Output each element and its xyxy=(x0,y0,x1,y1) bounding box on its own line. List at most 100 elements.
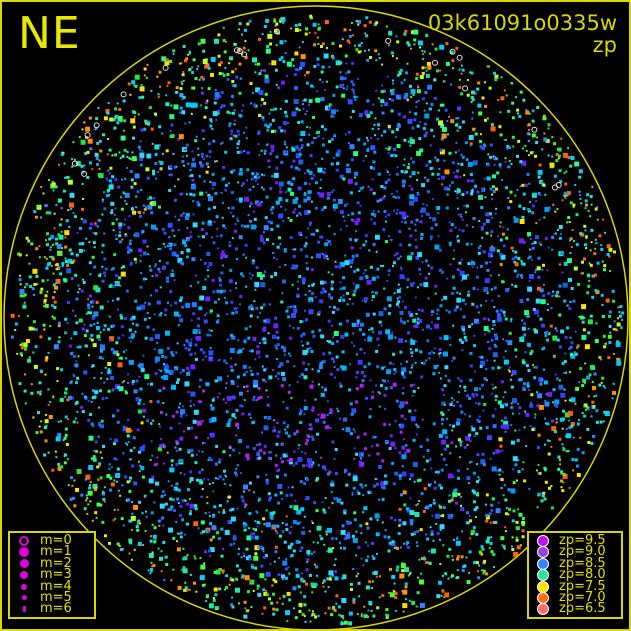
star-marker xyxy=(196,478,199,482)
star-marker xyxy=(579,315,584,320)
star-marker xyxy=(462,274,467,280)
star-marker xyxy=(528,388,531,391)
star-marker xyxy=(304,293,307,296)
star-marker xyxy=(181,155,184,158)
star-marker xyxy=(481,146,485,150)
star-marker xyxy=(175,520,178,523)
star-marker xyxy=(287,434,291,438)
star-marker xyxy=(98,139,102,143)
star-marker xyxy=(415,340,418,343)
star-marker xyxy=(177,137,181,141)
star-marker xyxy=(394,136,397,139)
star-marker xyxy=(442,544,445,547)
star-marker xyxy=(446,187,450,191)
star-marker xyxy=(348,34,352,38)
star-marker xyxy=(229,577,232,580)
star-marker xyxy=(411,30,416,35)
star-marker xyxy=(355,387,359,391)
star-marker xyxy=(368,454,371,457)
star-marker xyxy=(613,250,616,254)
star-marker xyxy=(52,396,55,399)
star-marker xyxy=(224,254,228,258)
star-marker xyxy=(268,62,271,65)
star-marker xyxy=(292,198,298,204)
star-marker xyxy=(536,469,538,472)
star-marker xyxy=(228,279,233,284)
star-marker xyxy=(106,377,109,380)
star-marker xyxy=(335,537,338,540)
star-marker xyxy=(165,261,169,265)
star-marker xyxy=(64,395,67,398)
star-marker xyxy=(35,432,38,435)
star-marker xyxy=(147,204,153,210)
star-marker xyxy=(443,159,446,162)
star-marker xyxy=(416,529,420,533)
star-marker xyxy=(73,158,76,161)
star-marker xyxy=(423,487,427,491)
star-marker xyxy=(25,254,28,257)
star-marker xyxy=(399,255,402,258)
star-marker xyxy=(362,494,365,496)
star-marker xyxy=(207,193,211,197)
star-marker xyxy=(527,327,530,330)
star-marker xyxy=(372,571,376,575)
star-marker xyxy=(524,410,527,413)
star-marker xyxy=(124,177,127,180)
star-marker xyxy=(260,276,263,280)
star-marker xyxy=(103,257,107,261)
star-marker xyxy=(375,89,378,92)
star-marker xyxy=(181,305,184,309)
star-marker xyxy=(466,394,469,398)
star-marker xyxy=(535,200,538,203)
star-marker xyxy=(390,238,393,241)
star-marker xyxy=(456,291,459,294)
star-marker xyxy=(378,57,381,60)
star-marker xyxy=(208,531,211,533)
star-marker xyxy=(490,288,493,291)
star-marker xyxy=(480,459,486,465)
star-marker xyxy=(527,234,530,237)
star-marker xyxy=(350,246,354,250)
star-marker xyxy=(512,456,518,462)
star-marker xyxy=(174,301,178,305)
star-marker xyxy=(349,191,353,195)
star-marker xyxy=(169,426,173,430)
star-marker xyxy=(248,512,252,515)
star-marker xyxy=(528,182,531,185)
star-marker xyxy=(229,137,233,141)
star-marker xyxy=(115,283,118,285)
star-marker xyxy=(526,298,530,302)
star-marker xyxy=(248,151,251,154)
star-marker xyxy=(428,357,431,360)
star-marker xyxy=(473,344,476,348)
star-marker xyxy=(328,577,332,581)
star-marker xyxy=(234,134,238,138)
star-marker xyxy=(408,84,412,88)
star-marker xyxy=(533,366,536,369)
star-marker xyxy=(226,500,229,503)
star-marker xyxy=(239,150,243,154)
star-marker xyxy=(179,414,183,418)
star-marker xyxy=(439,103,443,107)
star-marker xyxy=(322,420,326,424)
star-marker xyxy=(491,245,493,248)
star-marker xyxy=(532,192,536,196)
star-marker xyxy=(450,498,454,502)
star-marker xyxy=(338,613,341,616)
star-marker xyxy=(363,24,367,28)
star-marker xyxy=(22,304,27,309)
star-marker xyxy=(345,483,349,487)
star-marker xyxy=(249,416,252,419)
star-marker xyxy=(316,253,321,259)
star-marker xyxy=(377,210,380,213)
star-marker xyxy=(273,19,277,23)
star-marker xyxy=(235,258,238,261)
star-marker xyxy=(150,211,154,215)
star-marker xyxy=(155,273,158,277)
star-marker xyxy=(355,254,359,258)
star-marker xyxy=(143,67,147,71)
star-marker xyxy=(96,465,100,469)
star-marker xyxy=(566,221,569,224)
star-marker xyxy=(396,565,400,569)
star-marker xyxy=(286,74,289,77)
